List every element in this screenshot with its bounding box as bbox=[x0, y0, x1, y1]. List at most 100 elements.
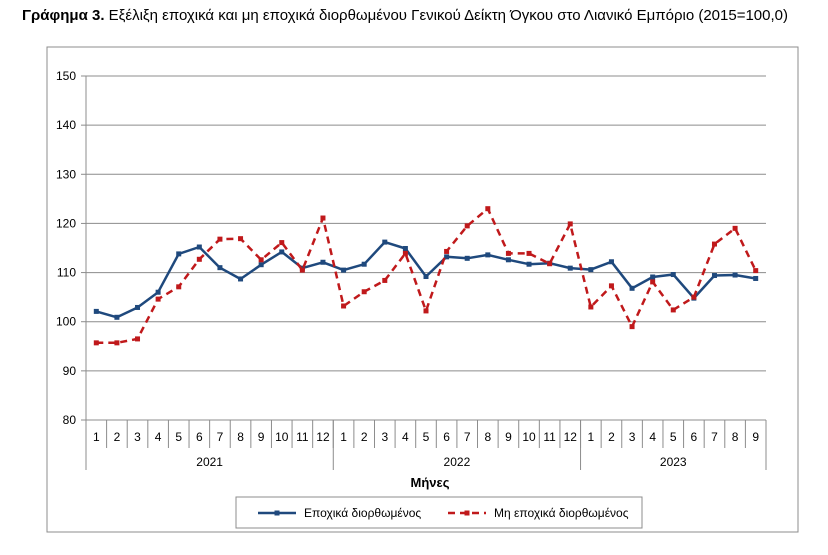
chart-frame bbox=[46, 46, 799, 533]
legend-box bbox=[235, 496, 643, 529]
x-tick-label: 4 bbox=[402, 430, 409, 444]
data-point bbox=[135, 304, 141, 310]
data-point bbox=[176, 251, 182, 257]
x-tick-label: 5 bbox=[670, 430, 677, 444]
y-tick-label: 120 bbox=[56, 216, 76, 230]
x-tick-label: 7 bbox=[711, 430, 718, 444]
data-point bbox=[732, 225, 738, 231]
data-point bbox=[135, 336, 141, 342]
data-point bbox=[341, 303, 347, 309]
series-group bbox=[93, 206, 759, 346]
data-point bbox=[320, 259, 326, 265]
chart-title-text: Εξέλιξη εποχικά και μη εποχικά διορθωμέν… bbox=[104, 7, 788, 24]
data-point bbox=[505, 250, 511, 256]
data-point bbox=[753, 268, 759, 274]
x-tick-label: 6 bbox=[691, 430, 698, 444]
y-tick-label: 80 bbox=[63, 413, 77, 427]
data-point bbox=[258, 262, 264, 268]
data-point bbox=[382, 239, 388, 245]
x-tick-label: 2 bbox=[608, 430, 615, 444]
data-point bbox=[444, 248, 450, 254]
x-tick-label: 10 bbox=[522, 430, 536, 444]
y-tick-label: 110 bbox=[57, 266, 76, 280]
data-point bbox=[361, 261, 367, 267]
x-tick-label: 9 bbox=[505, 430, 512, 444]
x-tick-label: 3 bbox=[134, 430, 141, 444]
data-point bbox=[650, 279, 656, 285]
x-tick-label: 12 bbox=[316, 430, 330, 444]
chart-title: Γράφημα 3. Εξέλιξη εποχικά και μη εποχικ… bbox=[22, 7, 788, 24]
year-label: 2022 bbox=[444, 455, 471, 469]
x-tick-label: 8 bbox=[732, 430, 739, 444]
data-point bbox=[629, 324, 635, 330]
data-point bbox=[588, 267, 594, 273]
data-point bbox=[238, 276, 244, 282]
data-point bbox=[588, 304, 594, 310]
x-tick-label: 3 bbox=[381, 430, 388, 444]
data-point bbox=[464, 223, 470, 229]
x-tick-label: 7 bbox=[217, 430, 224, 444]
data-point bbox=[217, 236, 223, 242]
x-tick-label: 2 bbox=[114, 430, 121, 444]
x-tick-label: 1 bbox=[588, 430, 595, 444]
year-label: 2021 bbox=[196, 455, 223, 469]
x-tick-label: 2 bbox=[361, 430, 368, 444]
data-point bbox=[753, 275, 759, 281]
data-point bbox=[629, 285, 635, 291]
x-tick-label: 10 bbox=[275, 430, 289, 444]
y-tick-label: 140 bbox=[56, 118, 76, 132]
data-point bbox=[402, 250, 408, 256]
x-axis: 1 2 3 4 5 6 7 8 9 10 11 12 1 2 3 4 5 6 7 8 9 10 11 12 1 2 3 4 5 6 7 8 92… bbox=[85, 419, 767, 470]
data-point bbox=[341, 267, 347, 273]
x-tick-label: 8 bbox=[237, 430, 244, 444]
year-label: 2023 bbox=[660, 455, 687, 469]
data-point bbox=[196, 244, 202, 250]
data-point bbox=[361, 289, 367, 295]
x-tick-label: 12 bbox=[564, 430, 578, 444]
y-tick-label: 130 bbox=[56, 167, 76, 181]
data-point bbox=[423, 308, 429, 314]
x-tick-label: 9 bbox=[752, 430, 759, 444]
data-point bbox=[320, 215, 326, 221]
x-tick-label: 6 bbox=[196, 430, 203, 444]
x-tick-label: 6 bbox=[443, 430, 450, 444]
data-point bbox=[279, 249, 285, 255]
x-tick-label: 5 bbox=[175, 430, 182, 444]
x-tick-label: 4 bbox=[649, 430, 656, 444]
x-tick-label: 8 bbox=[484, 430, 491, 444]
data-point bbox=[711, 273, 717, 279]
legend: Εποχικά διορθωμένος Μη εποχικά διορθωμένο… bbox=[235, 496, 643, 529]
data-point bbox=[279, 240, 285, 246]
legend-label: Μη εποχικά διορθωμένος bbox=[494, 506, 629, 520]
x-tick-label: 3 bbox=[629, 430, 636, 444]
data-point bbox=[258, 257, 264, 263]
data-point bbox=[526, 261, 532, 267]
data-point bbox=[505, 257, 511, 263]
legend-marker bbox=[274, 510, 280, 516]
data-point bbox=[567, 221, 573, 227]
data-point bbox=[608, 283, 614, 289]
data-point bbox=[691, 294, 697, 300]
data-point bbox=[114, 314, 120, 320]
data-point bbox=[567, 265, 573, 271]
data-point bbox=[670, 307, 676, 313]
legend-marker bbox=[464, 510, 470, 516]
data-point bbox=[650, 274, 656, 280]
data-point bbox=[299, 267, 305, 273]
y-tick-label: 150 bbox=[56, 69, 76, 83]
data-point bbox=[238, 236, 244, 242]
data-point bbox=[711, 241, 717, 247]
x-tick-label: 5 bbox=[423, 430, 430, 444]
data-point bbox=[382, 277, 388, 283]
data-point bbox=[196, 256, 202, 262]
y-axis-ticks: 80 90 100 110 120 130 140 150 bbox=[56, 69, 86, 427]
x-tick-label: 1 bbox=[93, 430, 100, 444]
x-tick-label: 11 bbox=[296, 430, 309, 444]
data-point bbox=[526, 250, 532, 256]
data-point bbox=[402, 245, 408, 251]
data-point bbox=[423, 274, 429, 280]
data-point bbox=[217, 265, 223, 271]
data-point bbox=[547, 261, 553, 267]
data-point bbox=[93, 308, 99, 314]
